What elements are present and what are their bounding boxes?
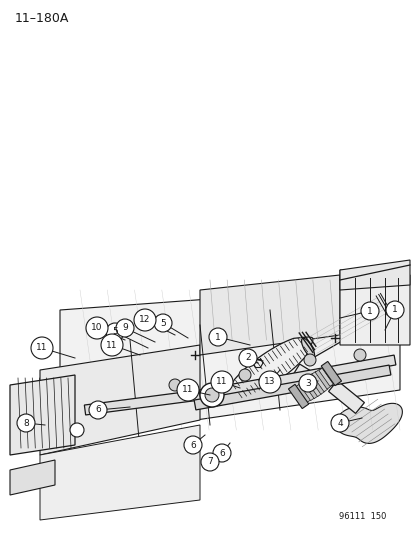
Circle shape: [17, 414, 35, 432]
Ellipse shape: [301, 338, 314, 358]
Polygon shape: [339, 270, 409, 345]
Circle shape: [204, 388, 218, 402]
Circle shape: [212, 444, 230, 462]
Polygon shape: [40, 345, 199, 455]
Polygon shape: [199, 275, 339, 355]
Polygon shape: [295, 384, 311, 402]
Polygon shape: [288, 384, 308, 409]
Polygon shape: [292, 386, 307, 404]
Text: 6: 6: [190, 440, 195, 449]
Polygon shape: [322, 366, 336, 383]
Polygon shape: [328, 381, 363, 414]
Text: 11: 11: [182, 385, 193, 394]
Text: 7: 7: [206, 457, 212, 466]
Polygon shape: [60, 285, 399, 440]
Polygon shape: [339, 260, 409, 290]
Circle shape: [201, 453, 218, 471]
Circle shape: [134, 309, 156, 331]
Polygon shape: [40, 425, 199, 520]
Circle shape: [360, 302, 378, 320]
Circle shape: [101, 334, 123, 356]
Text: 2: 2: [244, 353, 250, 362]
Circle shape: [238, 349, 256, 367]
Circle shape: [353, 349, 365, 361]
Polygon shape: [318, 368, 333, 386]
Polygon shape: [298, 381, 314, 401]
Polygon shape: [302, 294, 391, 358]
Text: 13: 13: [263, 377, 275, 386]
Circle shape: [211, 371, 233, 393]
Text: 11: 11: [106, 341, 117, 350]
Text: 4: 4: [336, 418, 342, 427]
Circle shape: [89, 401, 107, 419]
Polygon shape: [320, 361, 341, 386]
Text: 1: 1: [391, 305, 397, 314]
Polygon shape: [292, 364, 325, 392]
Text: 9: 9: [122, 324, 128, 333]
Circle shape: [183, 436, 202, 454]
Polygon shape: [199, 355, 395, 400]
Circle shape: [31, 337, 53, 359]
Polygon shape: [84, 390, 200, 415]
Text: 3: 3: [304, 378, 310, 387]
Text: 8: 8: [23, 418, 29, 427]
Circle shape: [106, 323, 124, 341]
Text: 6: 6: [95, 406, 101, 415]
Circle shape: [199, 383, 223, 407]
Text: 10: 10: [91, 324, 102, 333]
Polygon shape: [308, 374, 324, 394]
Text: 6: 6: [218, 448, 224, 457]
Polygon shape: [335, 403, 401, 443]
Polygon shape: [194, 365, 390, 410]
Polygon shape: [314, 369, 330, 389]
Circle shape: [303, 354, 315, 366]
Circle shape: [385, 301, 403, 319]
Text: 11: 11: [36, 343, 47, 352]
Text: 11–180A: 11–180A: [15, 12, 69, 25]
Circle shape: [116, 319, 134, 337]
Circle shape: [169, 379, 180, 391]
Text: 5: 5: [112, 327, 118, 336]
Polygon shape: [227, 337, 312, 399]
Text: 11: 11: [216, 377, 227, 386]
Circle shape: [86, 317, 108, 339]
Text: 1: 1: [366, 306, 372, 316]
Circle shape: [330, 414, 348, 432]
Text: 12: 12: [139, 316, 150, 325]
Circle shape: [259, 371, 280, 393]
Polygon shape: [10, 375, 75, 455]
Circle shape: [70, 423, 84, 437]
Circle shape: [298, 374, 316, 392]
Text: 1: 1: [215, 333, 221, 342]
Circle shape: [209, 328, 226, 346]
Circle shape: [177, 379, 199, 401]
Circle shape: [154, 314, 171, 332]
Text: 5: 5: [160, 319, 166, 327]
Polygon shape: [311, 372, 328, 392]
Text: 96111  150: 96111 150: [338, 512, 385, 521]
Polygon shape: [10, 460, 55, 495]
Polygon shape: [301, 378, 318, 399]
Circle shape: [238, 369, 250, 381]
Polygon shape: [304, 376, 321, 397]
